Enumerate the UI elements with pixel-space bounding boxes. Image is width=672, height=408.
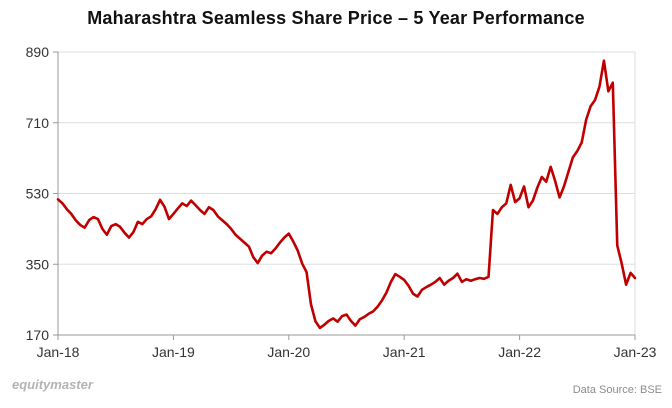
x-tick-label-Jan-23: Jan-23 — [614, 344, 657, 360]
y-tick-label-170: 170 — [26, 327, 50, 343]
y-tick-label-350: 350 — [26, 256, 50, 272]
x-tick-label-Jan-22: Jan-22 — [498, 344, 541, 360]
y-tick-label-890: 890 — [26, 44, 50, 60]
x-tick-label-Jan-18: Jan-18 — [37, 344, 80, 360]
data-source-label: Data Source: BSE — [572, 384, 662, 396]
x-tick-label-Jan-19: Jan-19 — [152, 344, 195, 360]
y-tick-label-710: 710 — [26, 115, 50, 131]
equitymaster-watermark: equitymaster — [12, 377, 93, 392]
price-line-series — [56, 59, 637, 330]
x-tick-label-Jan-20: Jan-20 — [267, 344, 310, 360]
y-tick-label-530: 530 — [26, 186, 50, 202]
chart-title: Maharashtra Seamless Share Price – 5 Yea… — [87, 8, 585, 28]
x-tick-label-Jan-21: Jan-21 — [383, 344, 426, 360]
